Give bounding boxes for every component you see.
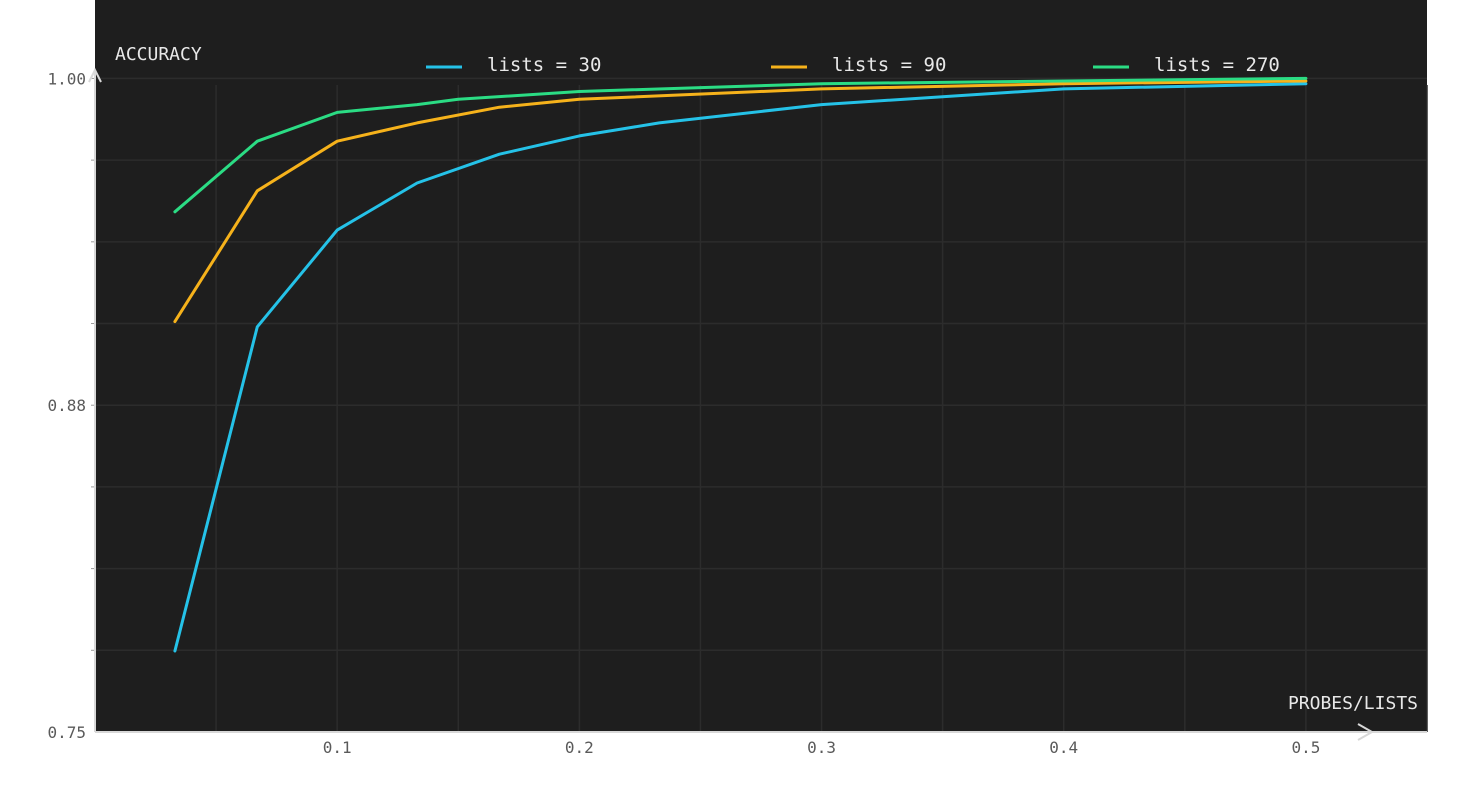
plot-background <box>95 0 1427 732</box>
x-tick-label: 0.3 <box>807 738 836 757</box>
x-axis-label: PROBES/LISTS <box>1288 693 1418 714</box>
x-tick-label: 0.2 <box>565 738 594 757</box>
y-tick-label: 0.75 <box>47 723 86 742</box>
legend-label: lists = 270 <box>1154 54 1280 76</box>
x-tick-label: 0.1 <box>323 738 352 757</box>
legend-label: lists = 90 <box>832 54 946 76</box>
y-axis-label: ACCURACY <box>115 44 202 65</box>
x-tick-label: 0.4 <box>1049 738 1078 757</box>
y-tick-label: 0.88 <box>47 396 86 415</box>
x-tick-label: 0.5 <box>1291 738 1320 757</box>
legend-label: lists = 30 <box>487 54 601 76</box>
y-tick-label: 1.00 <box>47 69 86 88</box>
